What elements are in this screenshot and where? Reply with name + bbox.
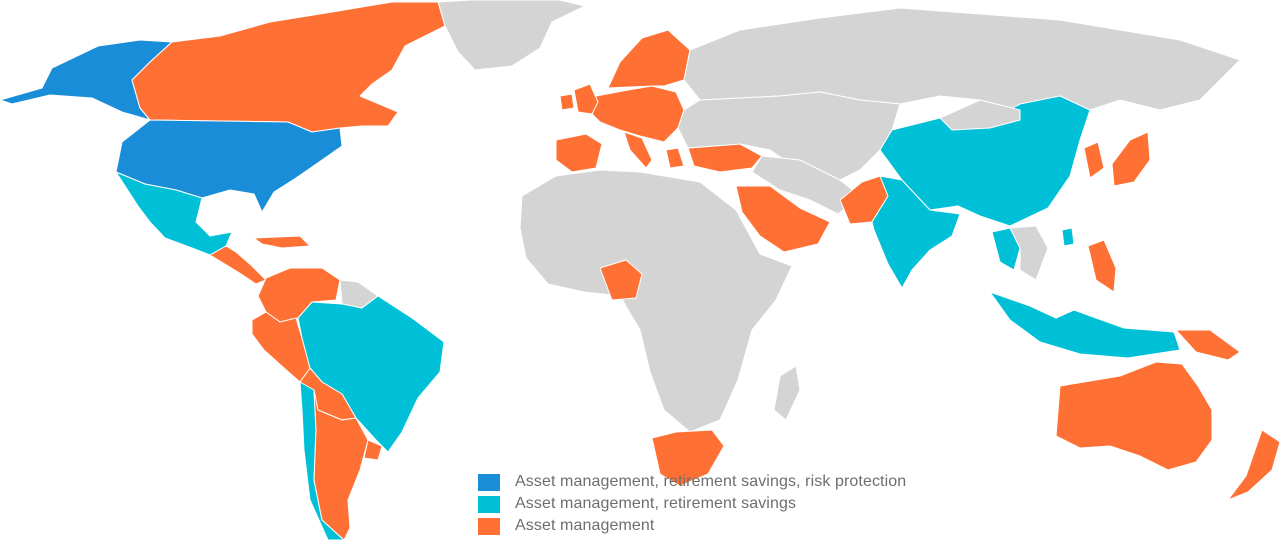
region-korea bbox=[1083, 141, 1105, 179]
region-south-africa bbox=[651, 429, 725, 487]
region-canada bbox=[131, 1, 446, 133]
map-legend: Asset management, retirement savings, ri… bbox=[478, 471, 906, 537]
legend-swatch-tier2 bbox=[478, 495, 500, 513]
region-greenland bbox=[437, 0, 586, 71]
region-iberia bbox=[555, 133, 603, 173]
region-central-america bbox=[209, 245, 267, 285]
region-mongolia bbox=[939, 99, 1021, 131]
region-thailand bbox=[991, 227, 1021, 271]
region-greece bbox=[665, 147, 685, 169]
region-iran-middle-east bbox=[751, 155, 861, 215]
region-japan bbox=[1111, 131, 1151, 187]
region-madagascar bbox=[773, 365, 801, 421]
legend-label-tier3: Asset management bbox=[515, 517, 655, 534]
region-united-kingdom bbox=[573, 83, 599, 115]
region-italy bbox=[623, 131, 653, 169]
legend-swatch-tier1 bbox=[478, 473, 500, 491]
region-philippines bbox=[1087, 239, 1117, 293]
legend-item-tier3: Asset management bbox=[478, 515, 906, 537]
region-argentina bbox=[313, 389, 369, 541]
region-caribbean bbox=[253, 235, 311, 249]
region-indochina bbox=[1009, 225, 1049, 281]
region-uruguay bbox=[363, 439, 383, 461]
legend-label-tier1: Asset management, retirement savings, ri… bbox=[515, 473, 907, 490]
region-nigeria bbox=[599, 259, 643, 301]
legend-item-tier1: Asset management, retirement savings, ri… bbox=[478, 471, 906, 493]
legend-swatch-tier3 bbox=[478, 517, 500, 535]
region-turkey bbox=[687, 143, 763, 173]
region-scandinavia bbox=[607, 29, 691, 89]
region-australia bbox=[1055, 361, 1213, 471]
region-western-europe bbox=[587, 85, 685, 143]
legend-item-tier2: Asset management, retirement savings bbox=[478, 493, 906, 515]
region-mexico bbox=[115, 171, 233, 256]
region-papua-new-guinea bbox=[1175, 329, 1241, 361]
region-malaysia-indonesia bbox=[989, 291, 1181, 359]
region-taiwan-hong-kong bbox=[1061, 227, 1075, 247]
region-africa bbox=[519, 169, 793, 433]
legend-label-tier2: Asset management, retirement savings bbox=[515, 495, 797, 512]
region-saudi-arabia-uae bbox=[735, 185, 831, 253]
region-ireland bbox=[559, 93, 575, 111]
region-russia bbox=[683, 7, 1241, 111]
region-new-zealand bbox=[1227, 429, 1281, 501]
